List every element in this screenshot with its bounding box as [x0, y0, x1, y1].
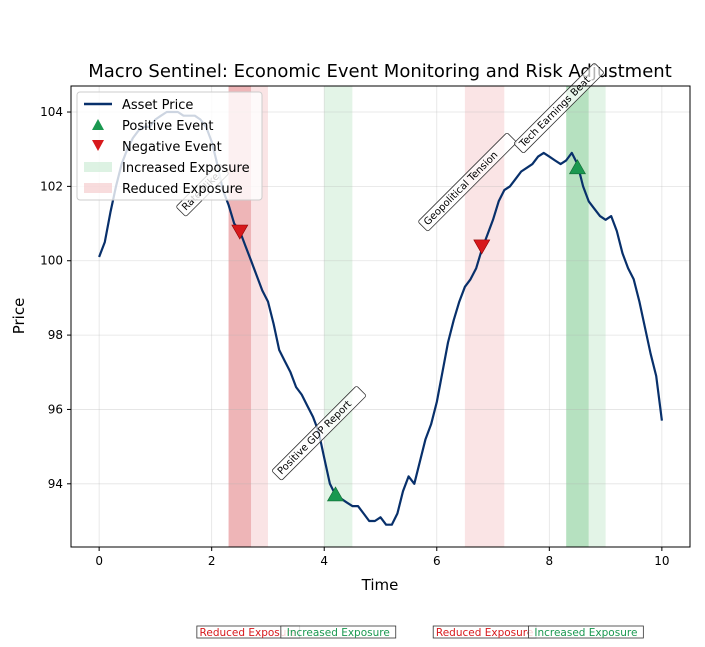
- band-label-reduced: Reduced Exposure: [196, 625, 301, 639]
- band-reduced: [251, 86, 268, 547]
- band-label-box: [528, 625, 644, 639]
- legend-label-positive: Positive Event: [122, 119, 214, 134]
- band-label-increased: Increased Exposure: [528, 625, 644, 639]
- y-tick-label: 100: [40, 254, 63, 268]
- x-tick-label: 10: [654, 554, 669, 568]
- x-tick-label: 6: [433, 554, 441, 568]
- event-label-box: [272, 386, 366, 481]
- legend-label-negative: Negative Event: [122, 140, 222, 155]
- event-marker-negative: [473, 239, 491, 255]
- y-tick-label: 98: [48, 328, 63, 342]
- event-marker-positive: [326, 486, 344, 502]
- legend-positive-swatch: [92, 119, 104, 130]
- plot-frame: [70, 85, 691, 548]
- event-marker-positive: [568, 159, 586, 175]
- y-axis-ticks: 94 96 98 100 102 104: [40, 105, 71, 491]
- band-label-text: Reduced Exposure: [436, 627, 533, 639]
- legend-negative-swatch: [92, 140, 104, 151]
- x-tick-label: 2: [208, 554, 216, 568]
- x-tick-label: 8: [545, 554, 553, 568]
- band-label-box: [280, 625, 397, 639]
- legend-box: [76, 91, 263, 201]
- y-tick-label: 96: [48, 402, 63, 416]
- legend: Asset Price Positive Event Negative Even…: [76, 91, 263, 201]
- y-tick-label: 104: [40, 105, 63, 119]
- band-label-text: Increased Exposure: [534, 627, 637, 639]
- event-markers: [231, 159, 586, 502]
- x-axis-ticks: 0 2 4 6 8 10: [95, 547, 670, 568]
- legend-label-reduced: Reduced Exposure: [122, 182, 243, 197]
- band-increased: [588, 86, 606, 547]
- legend-reduced-swatch: [84, 183, 112, 193]
- x-tick-label: 4: [320, 554, 328, 568]
- band-label-increased: Increased Exposure: [280, 625, 397, 639]
- band-label-text: Increased Exposure: [287, 627, 390, 639]
- y-tick-label: 94: [48, 477, 63, 491]
- band-increased: [324, 86, 353, 547]
- band-event-positive: [566, 86, 589, 547]
- legend-label-increased: Increased Exposure: [122, 161, 250, 176]
- x-axis-title: Time: [361, 576, 399, 594]
- chart-title: Macro Sentinel: Economic Event Monitorin…: [88, 61, 672, 82]
- band-event-negative: [228, 86, 252, 547]
- event-marker-negative: [231, 224, 249, 240]
- x-tick-label: 0: [95, 554, 103, 568]
- exposure-bands: [228, 86, 606, 547]
- legend-label-asset-price: Asset Price: [122, 98, 193, 113]
- y-tick-label: 102: [40, 179, 63, 193]
- band-label-reduced: Reduced Exposure: [432, 625, 537, 639]
- y-axis-title: Price: [10, 298, 28, 335]
- band-label-text: Reduced Exposure: [200, 627, 297, 639]
- event-label-box: [418, 132, 517, 232]
- legend-increased-swatch: [84, 162, 112, 172]
